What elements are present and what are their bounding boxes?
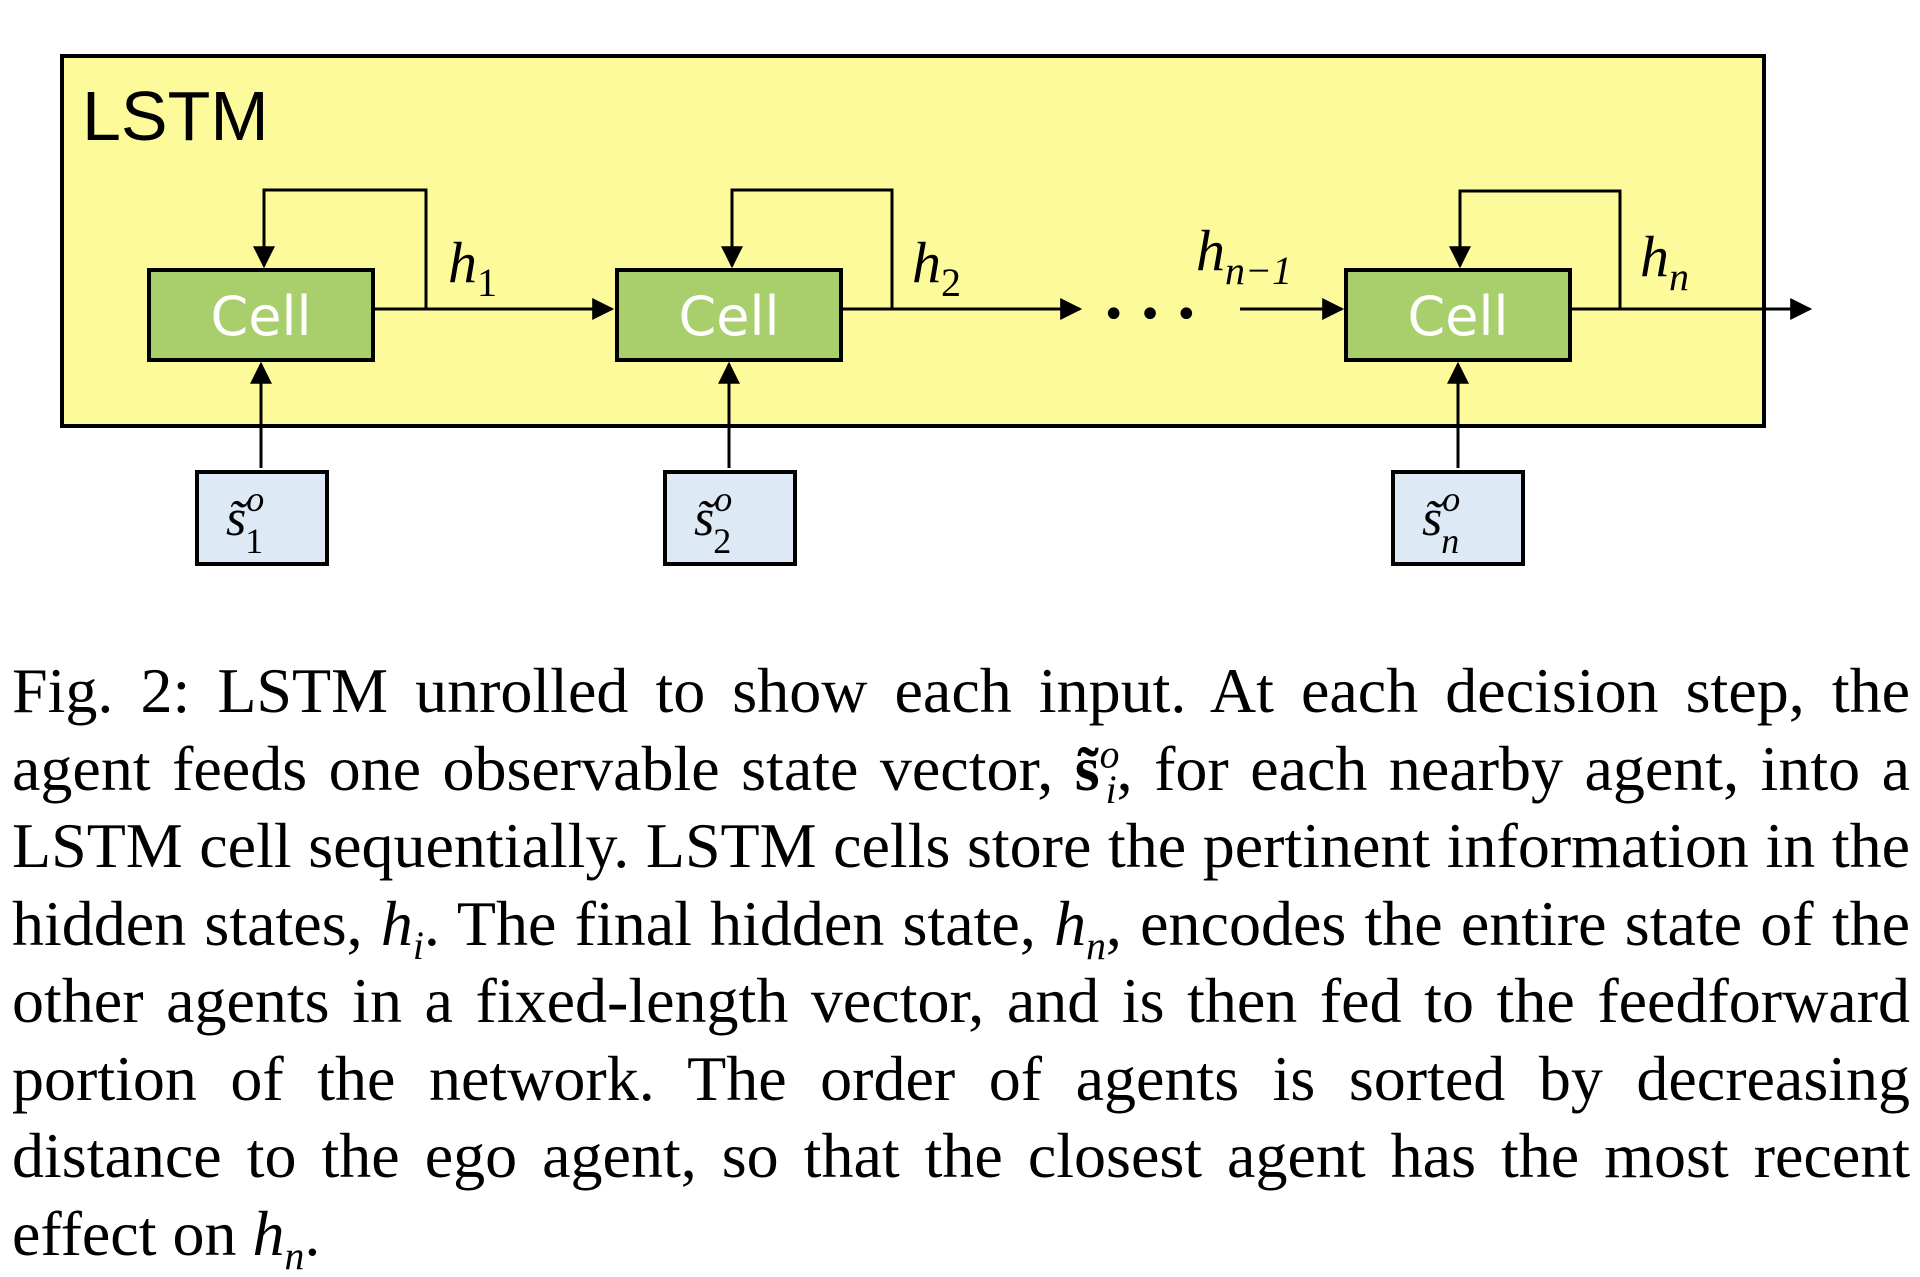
caption-part-4: , encodes the entire state of the other … (12, 887, 1911, 1269)
cell-label-n: Cell (1408, 285, 1509, 348)
input-label-1: s̃o 1 (226, 479, 264, 561)
lstm-cell-n: Cell (1344, 189, 1622, 362)
hidden-label-n-minus-1: hn−1 (1196, 218, 1292, 293)
caption-symbol-hn-2: hn (252, 1197, 305, 1277)
cell-box-1 (147, 268, 375, 362)
input-label-n: s̃o n (1422, 479, 1460, 561)
cell-label-1: Cell (211, 285, 312, 348)
input-label-2: s̃o 2 (694, 479, 732, 561)
caption-part-2: , for each nearby agent, into a LSTM cel… (12, 732, 1910, 959)
cell-box-n (1344, 268, 1572, 362)
input-box-2: s̃o 2 (663, 470, 797, 566)
caption-symbol-hn-1: hn (1054, 887, 1106, 968)
caption-symbol-state: s̃oi (1074, 732, 1120, 813)
input-box-1: s̃o 1 (195, 470, 329, 566)
figure-caption: Fig. 2: LSTM unrolled to show each input… (12, 652, 1911, 1277)
recurrent-loop-n (1449, 189, 1622, 309)
lstm-cell-2: Cell (615, 188, 894, 362)
caption-part-3: . The final hidden state, (423, 887, 1055, 959)
cell-label-2: Cell (679, 285, 780, 348)
lstm-cell-1: Cell (147, 188, 428, 362)
hidden-label-1: h1 (448, 230, 497, 305)
hidden-label-2: h2 (912, 230, 961, 305)
lstm-title: LSTM (82, 77, 269, 155)
lstm-container (60, 54, 1766, 428)
caption-prefix: Fig. 2: LSTM unrolled to show each input… (12, 655, 1910, 804)
caption-symbol-hi: hi (380, 887, 424, 968)
input-box-n: s̃o n (1391, 470, 1525, 566)
ellipsis: • • • (1102, 292, 1198, 338)
cell-box-2 (615, 268, 843, 362)
hidden-label-n: hn (1640, 224, 1689, 299)
recurrent-loop-1 (253, 188, 428, 309)
recurrent-loop-2 (721, 188, 894, 309)
caption-suffix: . (304, 1197, 321, 1269)
lstm-diagram: LSTM Cell Cell Cell • • • h1 h2 hn−1 hn (60, 54, 1813, 566)
